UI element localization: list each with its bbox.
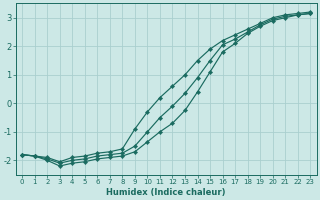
X-axis label: Humidex (Indice chaleur): Humidex (Indice chaleur) — [107, 188, 226, 197]
